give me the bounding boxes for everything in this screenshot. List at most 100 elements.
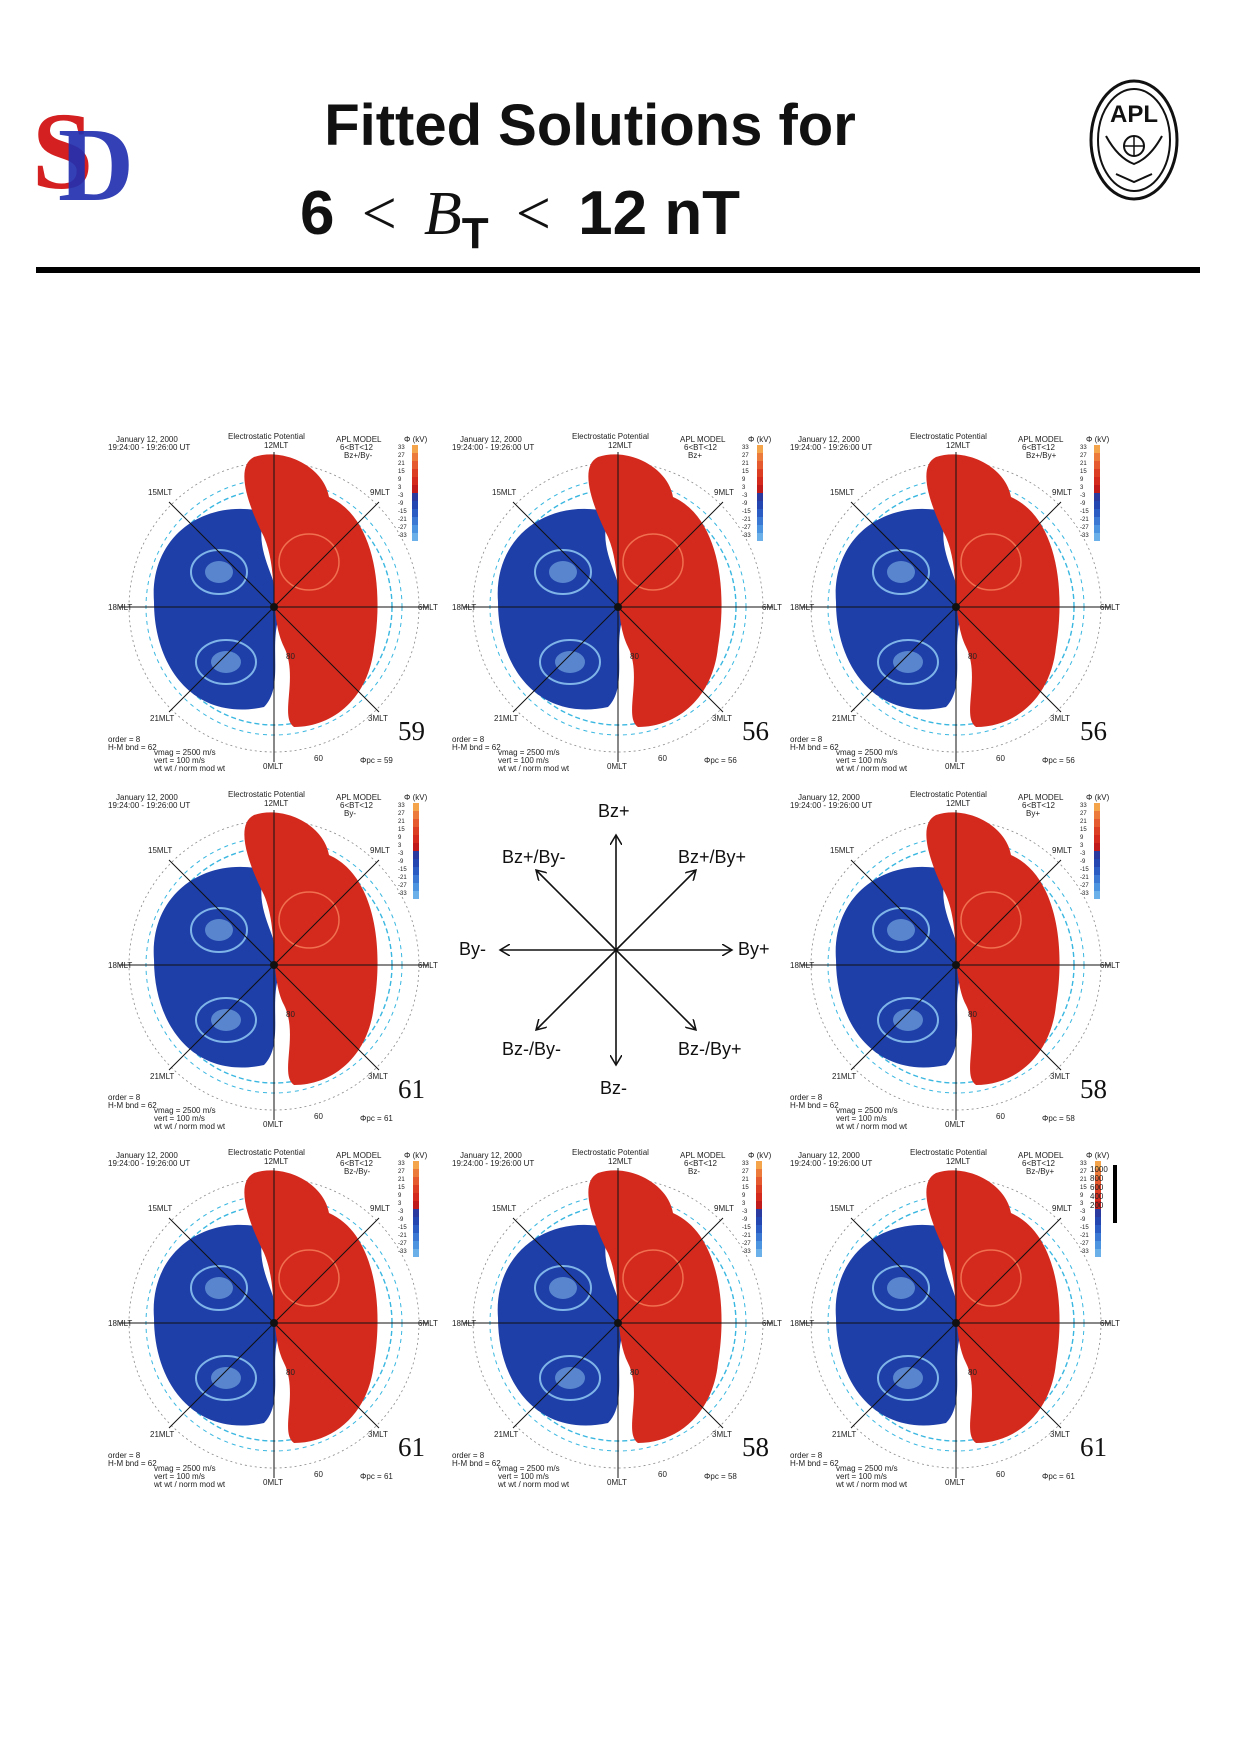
label-3mlt: 3MLT xyxy=(1050,714,1070,723)
colorbar-tick: 3 xyxy=(742,1201,746,1207)
label-lat60: 60 xyxy=(314,1470,323,1479)
panel-time: 19:24:00 - 19:26:00 UT xyxy=(790,443,873,452)
less-than-symbol: < xyxy=(361,180,397,248)
label-lat60: 60 xyxy=(658,754,667,763)
panel-stat: H-M bnd = 62 xyxy=(108,743,157,752)
colorbar-tick: 9 xyxy=(742,1193,746,1199)
panel-heading: Electrostatic Potential xyxy=(228,790,305,799)
scale-label: 200 xyxy=(1090,1201,1104,1210)
panel-number: 58 xyxy=(1080,1074,1107,1104)
colorbar-segment xyxy=(413,843,419,851)
colorbar-segment xyxy=(1094,891,1100,899)
potential-map xyxy=(463,445,773,762)
colorbar-segment xyxy=(413,867,419,875)
colorbar-tick: -21 xyxy=(398,875,407,881)
colorbar-segment xyxy=(413,1201,419,1209)
potential-map xyxy=(119,803,429,1120)
colorbar-segment xyxy=(756,1177,762,1185)
panel-heading: Electrostatic Potential xyxy=(228,432,305,441)
panel-model-range: 6<BT<12 xyxy=(340,1159,373,1168)
colorbar-segment xyxy=(757,533,763,541)
colorbar-tick: 27 xyxy=(742,1169,749,1175)
convection-panel: January 12, 2000 19:24:00 - 19:26:00 UT El… xyxy=(108,432,444,773)
panel-stat: vmag = 2500 m/s xyxy=(154,748,216,757)
label-lat60: 60 xyxy=(996,1112,1005,1121)
colorbar-tick: 15 xyxy=(1080,1185,1087,1191)
label-6mlt: 6MLT xyxy=(1100,961,1120,970)
colorbar-segment xyxy=(757,485,763,493)
colorbar-tick: -27 xyxy=(398,525,407,531)
label-3mlt: 3MLT xyxy=(712,1430,732,1439)
label-21mlt: 21MLT xyxy=(150,1072,175,1081)
panel-stat: wt wt / norm mod wt xyxy=(154,1480,226,1489)
colorbar-tick: 21 xyxy=(398,461,405,467)
label-12mlt: 12MLT xyxy=(264,441,289,450)
scale-label: 400 xyxy=(1090,1192,1104,1201)
panel-model-range: 6<BT<12 xyxy=(1022,443,1055,452)
page-title: Fitted Solutions for xyxy=(324,93,856,158)
panel-stat: H-M bnd = 62 xyxy=(790,1101,839,1110)
label-6mlt: 6MLT xyxy=(418,1319,438,1328)
colorbar-tick: -9 xyxy=(742,501,748,507)
colorbar-tick: -33 xyxy=(398,1249,407,1255)
label-9mlt: 9MLT xyxy=(370,846,390,855)
colorbar-tick: -21 xyxy=(398,1233,407,1239)
colorbar-tick: -9 xyxy=(742,1217,748,1223)
panel-stat: H-M bnd = 62 xyxy=(790,743,839,752)
label-15mlt: 15MLT xyxy=(148,846,173,855)
colorbar-segment xyxy=(1094,835,1100,843)
label-lat60: 60 xyxy=(314,754,323,763)
colorbar-unit: Φ (kV) xyxy=(1086,793,1110,802)
colorbar-segment xyxy=(756,1249,762,1257)
colorbar-segment xyxy=(1094,851,1100,859)
panel-stat: H-M bnd = 62 xyxy=(790,1459,839,1468)
potential-map xyxy=(801,445,1111,762)
label-lat60: 60 xyxy=(658,1470,667,1479)
colorbar-unit: Φ (kV) xyxy=(748,1151,772,1160)
label-12mlt: 12MLT xyxy=(946,1157,971,1166)
colorbar-tick: -33 xyxy=(742,1249,751,1255)
panel-heading: Electrostatic Potential xyxy=(910,790,987,799)
colorbar-segment xyxy=(1094,445,1100,453)
colorbar-tick: -27 xyxy=(1080,1241,1089,1247)
colorbar-tick: 15 xyxy=(742,469,749,475)
panel-stat: vert = 100 m/s xyxy=(836,1114,887,1123)
panel-number: 61 xyxy=(398,1074,425,1104)
panel-stat: wt wt / norm mod wt xyxy=(836,1480,908,1489)
colorbar-tick: -3 xyxy=(742,1209,748,1215)
arrow-lower-right xyxy=(615,949,696,1030)
label-21mlt: 21MLT xyxy=(150,714,175,723)
label-18mlt: 18MLT xyxy=(108,1319,133,1328)
panel-model-direction: By- xyxy=(344,809,356,818)
colorbar-tick: 33 xyxy=(398,803,405,809)
panel-stat: vmag = 2500 m/s xyxy=(154,1464,216,1473)
panel-phi-pc: Φpc = 58 xyxy=(1042,1114,1075,1123)
panel-stat: vmag = 2500 m/s xyxy=(836,1106,898,1115)
panel-time: 19:24:00 - 19:26:00 UT xyxy=(108,443,191,452)
panel-stat: vmag = 2500 m/s xyxy=(836,1464,898,1473)
colorbar-segment xyxy=(757,509,763,517)
colorbar-tick: 33 xyxy=(1080,803,1087,809)
panel-time: 19:24:00 - 19:26:00 UT xyxy=(452,1159,535,1168)
panel-model: APL MODEL xyxy=(336,1151,382,1160)
colorbar-tick: 21 xyxy=(1080,819,1087,825)
colorbar-segment xyxy=(412,525,418,533)
colorbar-tick: 33 xyxy=(1080,445,1087,451)
colorbar-segment xyxy=(757,501,763,509)
colorbar-tick: -15 xyxy=(398,1225,407,1231)
colorbar-tick: -33 xyxy=(398,891,407,897)
colorbar-segment xyxy=(412,445,418,453)
colorbar-segment xyxy=(757,517,763,525)
colorbar-tick: 3 xyxy=(742,485,746,491)
panel-heading: Electrostatic Potential xyxy=(910,1148,987,1157)
colorbar-segment xyxy=(756,1193,762,1201)
label-by-plus: By+ xyxy=(738,939,770,959)
panel-time: 19:24:00 - 19:26:00 UT xyxy=(108,1159,191,1168)
colorbar-tick: 15 xyxy=(398,827,405,833)
convection-panel: January 12, 2000 19:24:00 - 19:26:00 UT El… xyxy=(108,790,444,1131)
colorbar-tick: 33 xyxy=(742,1161,749,1167)
colorbar-tick: -3 xyxy=(398,1209,404,1215)
label-bz-plus: Bz+ xyxy=(598,801,630,821)
potential-map xyxy=(801,1161,1111,1478)
colorbar-unit: Φ (kV) xyxy=(1086,1151,1110,1160)
